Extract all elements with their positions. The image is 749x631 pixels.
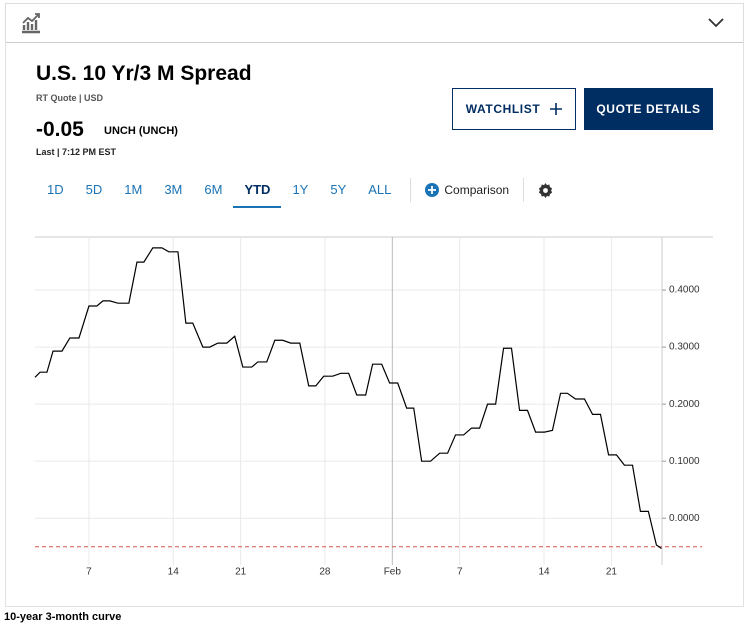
quote-time: Last | 7:12 PM EST	[36, 147, 117, 157]
x-tick-label: 21	[606, 567, 618, 578]
y-tick-label: 0.3000	[669, 342, 700, 353]
last-price: -0.05	[36, 118, 84, 141]
range-tab[interactable]: 1M	[124, 181, 143, 197]
comparison-button[interactable]: Comparison	[419, 172, 515, 208]
toolbar	[5, 3, 744, 43]
quote-details-label: QUOTE DETAILS	[596, 102, 701, 116]
quote-card	[5, 42, 744, 607]
x-tick-label: 7	[86, 567, 92, 578]
y-tick-label: 0.2000	[669, 399, 700, 410]
range-tab[interactable]: 5Y	[330, 181, 347, 197]
x-tick-label: 28	[319, 567, 331, 578]
chart: 0.0000 0.1000 0.2000 0.3000 0.4000 7 14 21 28 Feb…	[34, 236, 713, 578]
price-change: UNCH (UNCH)	[104, 125, 178, 137]
add-icon	[425, 183, 440, 197]
range-tabs: 1D 5D 1M 3M 6M YTD 1Y 5Y ALL Comparison	[36, 172, 559, 208]
quote-source: RT Quote | USD	[36, 93, 104, 103]
x-tick-label: 14	[168, 567, 180, 578]
range-tab[interactable]: 5D	[85, 181, 103, 197]
watchlist-button[interactable]: WATCHLIST	[452, 88, 576, 130]
x-tick-label: 14	[538, 567, 550, 578]
y-tick-label: 0.4000	[669, 285, 700, 296]
separator	[523, 178, 525, 202]
gear-icon	[539, 182, 553, 198]
x-tick-label: 21	[235, 567, 247, 578]
y-tick-label: 0.0000	[669, 513, 700, 524]
plus-icon	[550, 103, 563, 115]
y-tick-label: 0.1000	[669, 456, 700, 467]
quote-details-button[interactable]: QUOTE DETAILS	[584, 88, 713, 130]
range-tab[interactable]: 1Y	[292, 181, 309, 197]
chart-icon[interactable]	[20, 12, 42, 34]
footer-caption: 10-year 3-month curve	[4, 611, 122, 623]
x-tick-label: Feb	[384, 567, 402, 578]
watchlist-label: WATCHLIST	[465, 102, 541, 116]
settings-button[interactable]	[532, 172, 559, 208]
range-tab[interactable]: 1D	[47, 181, 64, 197]
separator	[410, 178, 412, 202]
range-tab[interactable]: YTD	[233, 172, 282, 208]
range-tab[interactable]: 3M	[164, 181, 183, 197]
comparison-label: Comparison	[444, 183, 510, 197]
range-tab[interactable]: ALL	[368, 181, 392, 197]
x-tick-label: 7	[457, 567, 463, 578]
quote-title: U.S. 10 Yr/3 M Spread	[36, 62, 252, 85]
range-tab[interactable]: 6M	[204, 181, 223, 197]
price-line	[34, 247, 662, 549]
collapse-chevron[interactable]	[708, 18, 724, 28]
